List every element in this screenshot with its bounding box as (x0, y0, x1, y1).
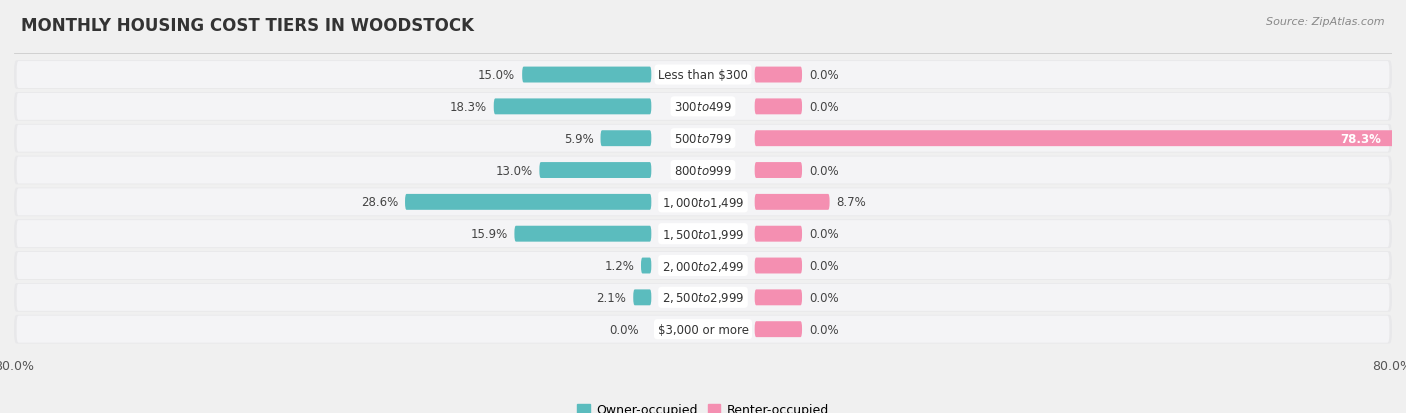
Text: $300 to $499: $300 to $499 (673, 101, 733, 114)
FancyBboxPatch shape (755, 258, 801, 274)
FancyBboxPatch shape (17, 126, 1389, 152)
FancyBboxPatch shape (600, 131, 651, 147)
FancyBboxPatch shape (755, 195, 830, 210)
Text: $800 to $999: $800 to $999 (673, 164, 733, 177)
FancyBboxPatch shape (17, 157, 1389, 184)
Text: $500 to $799: $500 to $799 (673, 133, 733, 145)
FancyBboxPatch shape (17, 221, 1389, 248)
Text: 0.0%: 0.0% (808, 228, 838, 241)
Text: 15.9%: 15.9% (470, 228, 508, 241)
Text: 15.0%: 15.0% (478, 69, 515, 82)
FancyBboxPatch shape (755, 290, 801, 306)
Legend: Owner-occupied, Renter-occupied: Owner-occupied, Renter-occupied (578, 403, 828, 413)
FancyBboxPatch shape (17, 94, 1389, 121)
Text: 28.6%: 28.6% (361, 196, 398, 209)
Text: 0.0%: 0.0% (808, 164, 838, 177)
FancyBboxPatch shape (405, 195, 651, 210)
FancyBboxPatch shape (14, 188, 1392, 217)
FancyBboxPatch shape (515, 226, 651, 242)
Text: 13.0%: 13.0% (495, 164, 533, 177)
Text: $1,000 to $1,499: $1,000 to $1,499 (662, 195, 744, 209)
FancyBboxPatch shape (14, 157, 1392, 185)
Text: 0.0%: 0.0% (808, 101, 838, 114)
FancyBboxPatch shape (17, 62, 1389, 89)
FancyBboxPatch shape (755, 99, 801, 115)
FancyBboxPatch shape (755, 131, 1406, 147)
FancyBboxPatch shape (14, 125, 1392, 153)
FancyBboxPatch shape (641, 258, 651, 274)
FancyBboxPatch shape (14, 220, 1392, 248)
Text: Source: ZipAtlas.com: Source: ZipAtlas.com (1267, 17, 1385, 26)
Text: $1,500 to $1,999: $1,500 to $1,999 (662, 227, 744, 241)
Text: 0.0%: 0.0% (808, 69, 838, 82)
FancyBboxPatch shape (755, 67, 801, 83)
FancyBboxPatch shape (17, 252, 1389, 279)
FancyBboxPatch shape (17, 189, 1389, 216)
Text: MONTHLY HOUSING COST TIERS IN WOODSTOCK: MONTHLY HOUSING COST TIERS IN WOODSTOCK (21, 17, 474, 34)
FancyBboxPatch shape (14, 283, 1392, 312)
FancyBboxPatch shape (540, 163, 651, 178)
Text: 5.9%: 5.9% (564, 133, 593, 145)
Text: $3,000 or more: $3,000 or more (658, 323, 748, 336)
FancyBboxPatch shape (522, 67, 651, 83)
Text: 0.0%: 0.0% (808, 291, 838, 304)
Text: 18.3%: 18.3% (450, 101, 486, 114)
FancyBboxPatch shape (755, 321, 801, 337)
FancyBboxPatch shape (17, 316, 1389, 343)
Text: 0.0%: 0.0% (609, 323, 638, 336)
Text: 0.0%: 0.0% (808, 259, 838, 272)
FancyBboxPatch shape (14, 252, 1392, 280)
FancyBboxPatch shape (494, 99, 651, 115)
Text: 2.1%: 2.1% (596, 291, 626, 304)
FancyBboxPatch shape (755, 226, 801, 242)
Text: 78.3%: 78.3% (1341, 133, 1382, 145)
Text: 0.0%: 0.0% (808, 323, 838, 336)
Text: $2,500 to $2,999: $2,500 to $2,999 (662, 291, 744, 305)
Text: $2,000 to $2,499: $2,000 to $2,499 (662, 259, 744, 273)
Text: Less than $300: Less than $300 (658, 69, 748, 82)
FancyBboxPatch shape (755, 163, 801, 178)
FancyBboxPatch shape (14, 93, 1392, 121)
Text: 8.7%: 8.7% (837, 196, 866, 209)
FancyBboxPatch shape (14, 315, 1392, 344)
FancyBboxPatch shape (17, 284, 1389, 311)
FancyBboxPatch shape (633, 290, 651, 306)
FancyBboxPatch shape (14, 61, 1392, 90)
Text: 1.2%: 1.2% (605, 259, 634, 272)
